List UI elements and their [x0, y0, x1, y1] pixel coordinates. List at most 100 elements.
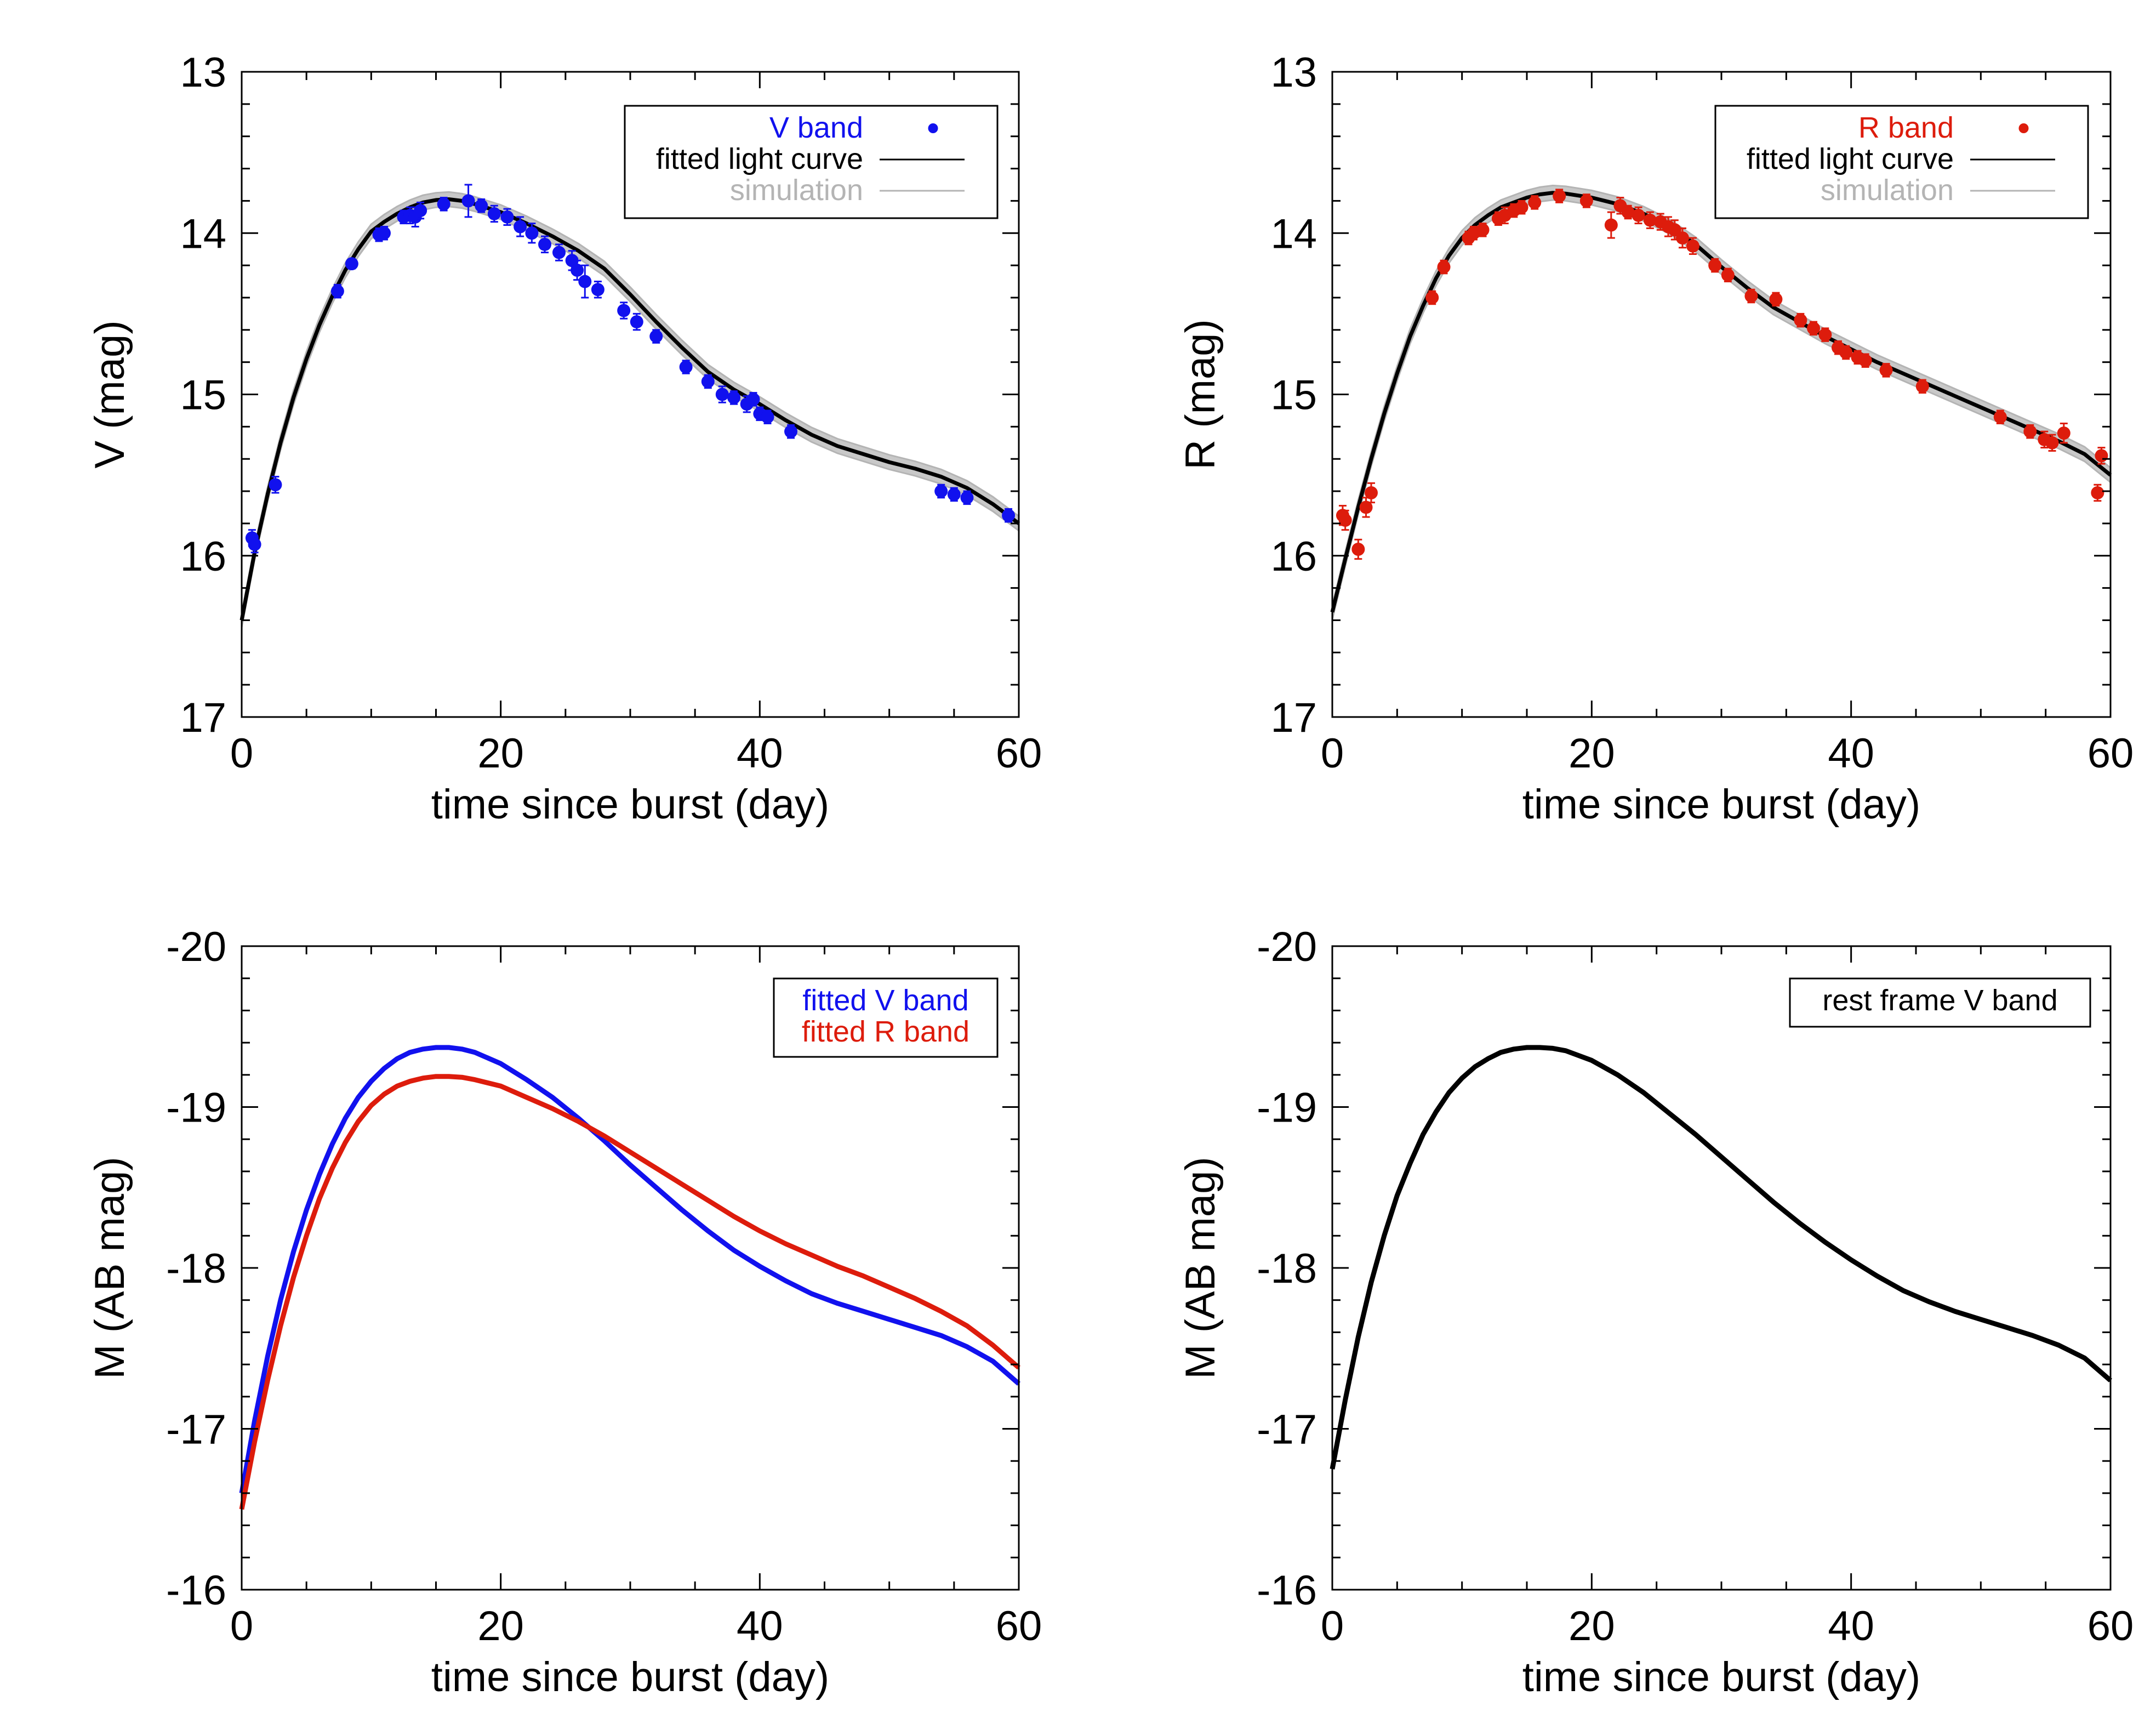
x-tick-label: 0	[230, 730, 253, 777]
chart-r-band: 0 20 40 60 13 14 15 16 17 time since burst (day) R…	[1177, 49, 2134, 828]
data-point	[1437, 260, 1451, 274]
data-point	[1858, 354, 1872, 367]
data-point	[1476, 223, 1490, 237]
data-point	[552, 246, 566, 259]
y-tick-label: -20	[1257, 924, 1317, 970]
data-point	[1338, 514, 1352, 527]
data-point	[934, 485, 948, 498]
legend-box	[773, 977, 999, 1058]
series-line	[239, 1074, 1020, 1510]
data-point	[746, 392, 760, 406]
x-tick-label: 0	[1321, 1603, 1344, 1649]
data-point	[715, 388, 729, 401]
data-point	[679, 360, 693, 374]
data-point	[1359, 500, 1373, 514]
fitted-light-curve	[239, 197, 1020, 621]
data-point	[345, 257, 358, 271]
legend-box	[1714, 105, 2089, 219]
x-tick-label: 40	[1828, 1603, 1874, 1649]
simulation-band	[1331, 184, 2112, 620]
x-axis-title: time since burst (day)	[431, 1654, 829, 1700]
x-tick-label: 40	[1828, 730, 1874, 777]
data-point	[1708, 259, 1722, 272]
data-point	[1744, 289, 1758, 303]
data-point	[2057, 426, 2071, 440]
y-tick-label: -20	[166, 924, 226, 970]
legend-label: V band	[769, 111, 863, 144]
data-point	[1915, 379, 1929, 393]
y-tick-label: -19	[1257, 1085, 1317, 1131]
x-tick-label: 40	[737, 730, 783, 777]
data-point	[1818, 328, 1832, 342]
data-point	[1769, 292, 1783, 306]
x-tick-label: 0	[1321, 730, 1344, 777]
series-line	[1330, 1045, 2112, 1470]
data-point	[960, 491, 974, 504]
data-point	[269, 478, 282, 492]
y-axis-title: R (mag)	[1177, 319, 1224, 469]
data-point	[461, 194, 475, 208]
data-point	[578, 275, 592, 288]
y-tick-label: 16	[180, 533, 226, 580]
legend-label: rest frame V band	[1822, 984, 2057, 1017]
x-tick-label: 20	[477, 1603, 524, 1649]
x-tick-label: 0	[230, 1603, 253, 1649]
y-tick-label: 14	[1270, 210, 1317, 257]
legend-label: fitted V band	[802, 984, 968, 1017]
data-point	[630, 315, 643, 329]
x-tick-label: 20	[1568, 1603, 1615, 1649]
data-point	[784, 425, 798, 439]
data-point	[377, 226, 391, 240]
data-point	[1425, 291, 1439, 304]
data-point	[1794, 314, 1807, 327]
x-tick-label: 60	[996, 1603, 1042, 1649]
legend-label: fitted R band	[802, 1015, 969, 1048]
fitted-light-curve	[1330, 191, 2112, 613]
data-point	[414, 204, 427, 218]
data-point	[330, 285, 344, 298]
data-point	[1528, 196, 1542, 209]
y-tick-label: -16	[1257, 1567, 1317, 1614]
data-point	[2045, 436, 2059, 450]
data-point	[2023, 425, 2037, 439]
data-point	[649, 329, 663, 343]
data-point	[248, 538, 261, 551]
x-tick-label: 20	[477, 730, 524, 777]
data-point	[514, 220, 527, 234]
data-point	[2091, 486, 2104, 499]
data-point	[565, 254, 579, 268]
data-point	[1643, 213, 1657, 227]
data-point	[1351, 542, 1365, 556]
y-tick-label: 15	[1270, 372, 1317, 419]
data-point	[437, 197, 450, 211]
data-point	[1515, 201, 1528, 214]
y-tick-label: -17	[1257, 1407, 1317, 1453]
legend-label: simulation	[730, 174, 863, 207]
y-axis-title: M (AB mag)	[1177, 1157, 1224, 1379]
y-tick-label: -18	[1257, 1245, 1317, 1292]
x-tick-label: 40	[737, 1603, 783, 1649]
legend-box	[1789, 977, 2091, 1028]
data-point	[571, 263, 584, 277]
y-tick-label: -19	[166, 1085, 226, 1131]
data-point	[1553, 189, 1566, 203]
data-point	[1879, 363, 1893, 377]
y-tick-label: -16	[166, 1567, 226, 1614]
data-point	[1002, 509, 1016, 522]
data-point	[701, 374, 715, 388]
simulation-band	[241, 191, 1020, 628]
data-point	[1807, 321, 1821, 335]
data-point	[727, 391, 741, 405]
x-axis-title: time since burst (day)	[1522, 1654, 1920, 1700]
legend-label: fitted light curve	[1747, 143, 1954, 175]
x-axis-title: time since burst (day)	[431, 781, 829, 828]
data-point	[1365, 486, 1378, 499]
data-point	[947, 487, 961, 501]
data-point	[591, 283, 604, 297]
x-axis-title: time since burst (day)	[1522, 781, 1920, 828]
y-tick-label: 15	[180, 372, 226, 419]
data-point	[1579, 194, 1593, 208]
plot-frame	[1331, 945, 2112, 1591]
data-point	[1621, 205, 1635, 219]
